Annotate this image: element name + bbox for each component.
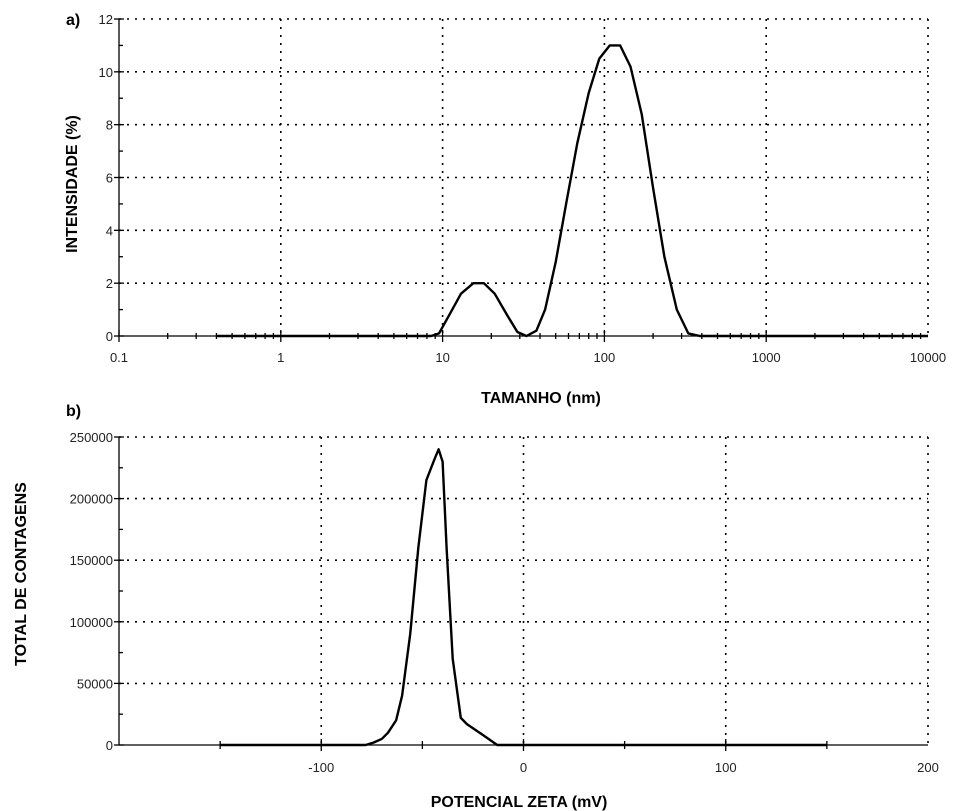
panel-b-y-tick-label: 100000	[70, 615, 113, 630]
panel-a-axes	[114, 18, 928, 342]
panel-a-y-tick-label: 12	[99, 12, 113, 27]
panel-a-x-tick-label: 1	[277, 350, 284, 365]
panel-a-x-axis-label: TAMANHO (nm)	[481, 390, 601, 407]
panel-b-tick-labels: -100 0 100 200 0 50000 100000 150000 200000 25000…	[70, 430, 939, 775]
panel-b-x-tick-label: 200	[917, 760, 939, 775]
panel-b-zeta-potential: b) -100 0 100 200 0 50000 100000 150000 200000 25…	[13, 403, 939, 811]
panel-b-x-tick-label: 100	[715, 760, 737, 775]
panel-a-y-tick-label: 0	[106, 329, 113, 344]
panel-a-y-tick-label: 6	[106, 171, 113, 186]
panel-a-x-tick-label: 10000	[910, 350, 946, 365]
panel-b-label: b)	[66, 403, 81, 420]
panel-a-x-tick-label: 100	[594, 350, 616, 365]
panel-a-series-line	[216, 44, 928, 338]
panel-a-y-axis-label: INTENSIDADE (%)	[64, 115, 81, 253]
panel-b-y-tick-label: 50000	[77, 676, 113, 691]
panel-b-series-line	[220, 448, 827, 747]
panel-b-y-axis-label: TOTAL DE CONTAGENS	[13, 482, 30, 666]
panel-b-y-tick-label: 150000	[70, 553, 113, 568]
panel-b-x-axis-label: POTENCIAL ZETA (mV)	[431, 794, 608, 811]
panel-a-grid	[119, 18, 929, 336]
panel-a-y-tick-label: 4	[106, 223, 113, 238]
panel-b-x-tick-label: 0	[520, 760, 527, 775]
panel-b-y-tick-label: 0	[106, 738, 113, 753]
panel-a-y-tick-label: 10	[99, 65, 113, 80]
panel-a-tick-labels: 0.1 1 10 100 1000 10000 0 2 4 6 8 10 12	[99, 12, 947, 365]
panel-a-x-tick-label: 1000	[752, 350, 781, 365]
panel-b-axes	[114, 436, 928, 751]
panel-a-label: a)	[66, 12, 80, 29]
panel-b-y-tick-label: 200000	[70, 492, 113, 507]
panel-b-y-tick-label: 250000	[70, 430, 113, 445]
panel-a-y-tick-label: 8	[106, 118, 113, 133]
panel-a-y-tick-label: 2	[106, 276, 113, 291]
panel-b-x-tick-label: -100	[308, 760, 334, 775]
panel-a-size-distribution: a) 0.1 1 10 100 1000 10000 0 2 4 6 8 10 12 TAMANHO (…	[64, 12, 946, 407]
panel-a-x-tick-label: 10	[435, 350, 449, 365]
panel-a-x-tick-label: 0.1	[110, 350, 128, 365]
panel-b-grid	[119, 436, 929, 745]
